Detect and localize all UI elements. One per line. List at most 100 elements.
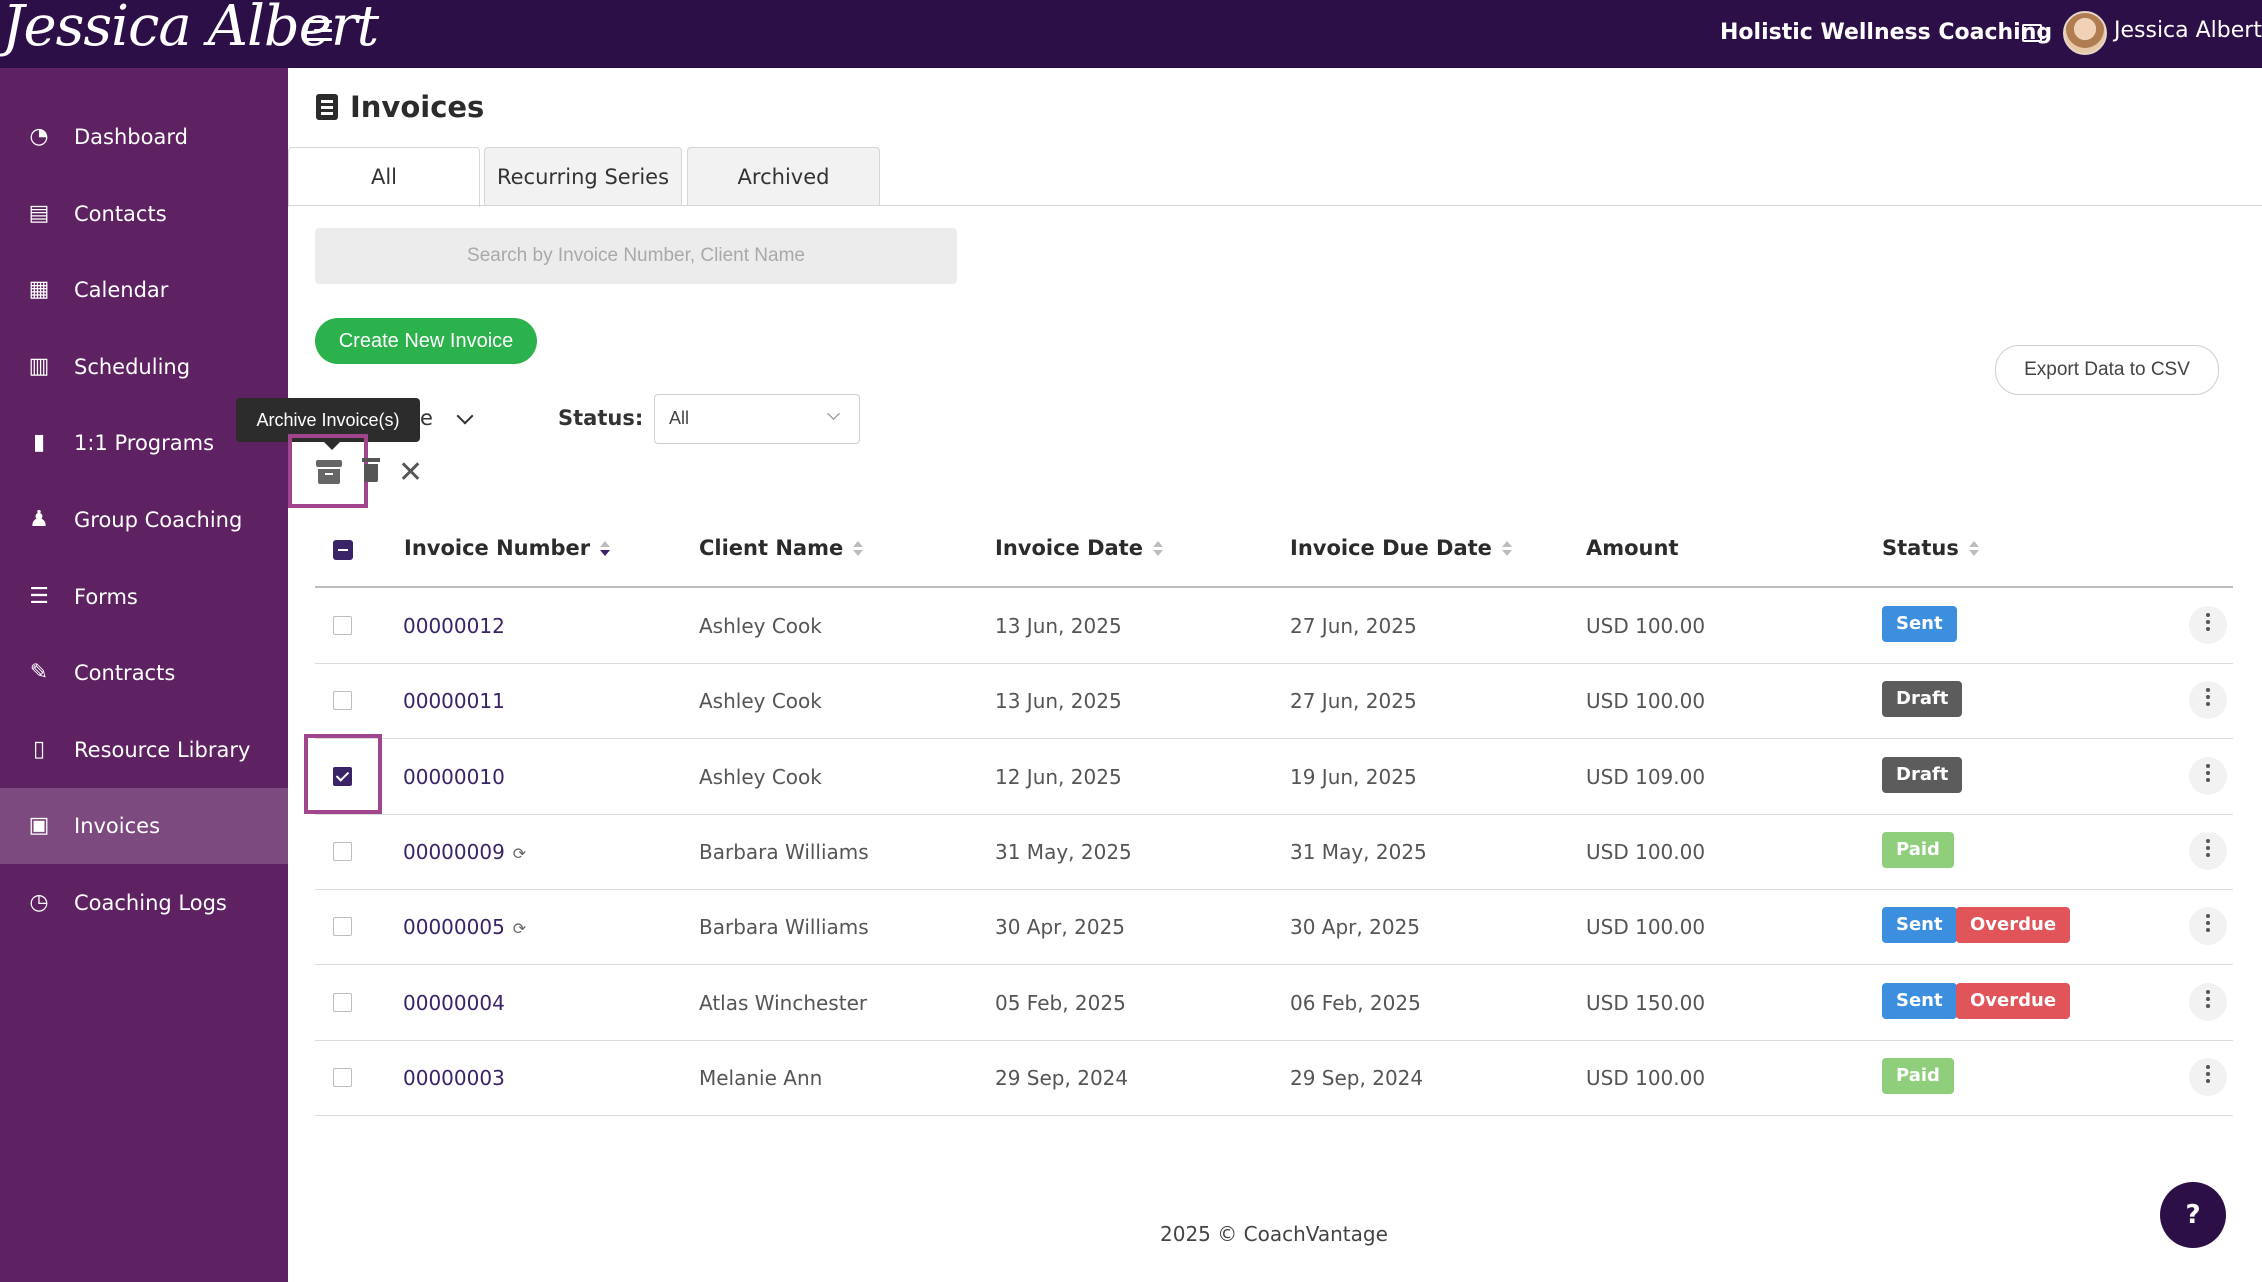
clock-icon: ◷ xyxy=(29,890,49,915)
chevron-down-icon[interactable] xyxy=(456,407,474,425)
column-header-invoice-date[interactable]: Invoice Date xyxy=(995,536,1163,560)
create-invoice-button[interactable]: Create New Invoice xyxy=(315,318,537,364)
row-actions-kebab-icon[interactable] xyxy=(2189,831,2227,870)
row-checkbox[interactable] xyxy=(333,691,352,711)
row-actions-kebab-icon[interactable] xyxy=(2189,907,2227,946)
row-actions-kebab-icon[interactable] xyxy=(2189,982,2227,1021)
briefcase-icon[interactable] xyxy=(2022,24,2042,42)
invoice-number-link[interactable]: 00000011 xyxy=(403,689,505,713)
row-checkbox[interactable] xyxy=(333,1067,352,1087)
search-input[interactable] xyxy=(315,228,957,284)
column-header-invoice-number[interactable]: Invoice Number xyxy=(404,536,611,560)
table-row[interactable]: 00000004 Atlas Winchester 05 Feb, 2025 06 F… xyxy=(315,965,2233,1040)
row-checkbox[interactable] xyxy=(333,917,352,937)
row-actions-kebab-icon[interactable] xyxy=(2189,606,2227,644)
recurring-icon: ⟳ xyxy=(512,843,527,863)
sidebar-item-label: Dashboard xyxy=(74,125,188,149)
row-divider xyxy=(315,1114,2233,1116)
footer-copyright: 2025 © CoachVantage xyxy=(1160,1222,1388,1246)
table-row[interactable]: 00000009 ⟳ Barbara Williams 31 May, 2025 31 … xyxy=(315,814,2233,889)
table-row[interactable]: 00000003 Melanie Ann 29 Sep, 2024 29 Sep, 2… xyxy=(315,1040,2233,1115)
due-date: 31 May, 2025 xyxy=(1290,839,1427,864)
client-name: Ashley Cook xyxy=(699,689,822,714)
avatar[interactable] xyxy=(2063,11,2107,55)
sidebar-item-resource-library[interactable]: ▯ Resource Library xyxy=(0,712,288,788)
sort-icon[interactable] xyxy=(600,541,611,557)
trash-icon[interactable] xyxy=(362,458,380,482)
filter-label[interactable]: e xyxy=(420,406,433,430)
row-checkbox[interactable] xyxy=(333,616,352,635)
row-actions-kebab-icon[interactable] xyxy=(2189,681,2227,720)
sidebar-item-invoices[interactable]: ▣ Invoices xyxy=(0,788,288,865)
sidebar-item-forms[interactable]: ☰ Forms xyxy=(0,559,288,635)
due-date: 19 Jun, 2025 xyxy=(1290,764,1417,789)
amount: USD 100.00 xyxy=(1586,689,1706,714)
tab-all[interactable]: All xyxy=(288,147,480,207)
table-row[interactable]: 00000011 Ashley Cook 13 Jun, 2025 27 Jun, 2… xyxy=(315,663,2233,738)
sidebar-item-calendar[interactable]: ▦ Calendar xyxy=(0,252,288,328)
sidebar-item-label: Calendar xyxy=(74,278,169,303)
table-row[interactable]: 00000005 ⟳ Barbara Williams 30 Apr, 2025 30 … xyxy=(315,889,2233,964)
status-filter-label: Status: xyxy=(558,406,644,430)
invoice-number-link[interactable]: 00000005 ⟳ xyxy=(403,915,526,939)
archive-icon[interactable] xyxy=(316,460,342,484)
client-name: Ashley Cook xyxy=(699,764,822,789)
sort-icon[interactable] xyxy=(1501,541,1512,557)
column-header-due-date[interactable]: Invoice Due Date xyxy=(1290,536,1512,560)
due-date: 27 Jun, 2025 xyxy=(1290,614,1417,638)
client-name: Melanie Ann xyxy=(699,1065,823,1090)
sidebar-item-coaching-logs[interactable]: ◷ Coaching Logs xyxy=(0,865,288,941)
row-checkbox[interactable] xyxy=(333,841,352,861)
sort-icon[interactable] xyxy=(1152,541,1163,557)
header-divider xyxy=(315,586,2233,588)
tab-archived[interactable]: Archived xyxy=(687,147,880,206)
status-badge: Sent xyxy=(1882,982,1957,1019)
invoice-number-link[interactable]: 00000003 xyxy=(403,1066,505,1090)
tab-recurring-series[interactable]: Recurring Series xyxy=(484,147,682,206)
sidebar-item-label: Scheduling xyxy=(74,354,191,379)
invoice-number-link[interactable]: 00000010 xyxy=(403,765,505,789)
client-name: Barbara Williams xyxy=(699,839,869,864)
select-all-checkbox[interactable] xyxy=(333,540,353,560)
status-badge: Draft xyxy=(1882,681,1963,718)
sidebar-item-dashboard[interactable]: ◔ Dashboard xyxy=(0,99,288,175)
sidebar-item-1-1-programs[interactable]: ▮ 1:1 Programs xyxy=(0,405,288,481)
sort-icon[interactable] xyxy=(853,541,864,557)
due-date: 30 Apr, 2025 xyxy=(1290,915,1421,940)
sidebar-item-scheduling[interactable]: ▥ Scheduling xyxy=(0,329,288,405)
column-header-client-name[interactable]: Client Name xyxy=(699,536,864,560)
org-name[interactable]: Holistic Wellness Coaching xyxy=(1720,20,2053,45)
invoice-number-link[interactable]: 00000004 xyxy=(403,991,505,1015)
row-actions-kebab-icon[interactable] xyxy=(2189,756,2227,795)
user-name[interactable]: Jessica Albert xyxy=(2114,18,2262,43)
amount: USD 100.00 xyxy=(1586,915,1706,940)
status-filter-select[interactable]: All xyxy=(654,394,860,444)
sidebar-item-contacts[interactable]: ▤ Contacts xyxy=(0,176,288,252)
due-date: 29 Sep, 2024 xyxy=(1290,1065,1424,1090)
signature-icon: ✎ xyxy=(29,660,49,686)
close-icon[interactable]: ✕ xyxy=(398,455,424,490)
selected-row-highlight xyxy=(304,734,382,814)
row-checkbox[interactable] xyxy=(333,766,352,786)
calendar-icon: ▦ xyxy=(28,277,50,303)
dashboard-gauge-icon: ◔ xyxy=(29,124,49,149)
invoice-number-link[interactable]: 00000009 ⟳ xyxy=(403,840,526,864)
recurring-icon: ⟳ xyxy=(512,919,527,939)
invoice-number-link[interactable]: 00000012 xyxy=(403,614,505,638)
row-checkbox[interactable] xyxy=(333,992,352,1012)
menu-toggle-icon[interactable] xyxy=(306,20,332,46)
sidebar-item-contracts[interactable]: ✎ Contracts xyxy=(0,635,288,711)
sidebar-item-label: Contracts xyxy=(74,661,176,686)
column-header-status[interactable]: Status xyxy=(1882,536,1979,560)
invoice-number: 00000012 xyxy=(403,614,505,638)
export-csv-button[interactable]: Export Data to CSV xyxy=(1995,345,2219,395)
table-row[interactable]: 00000010 Ashley Cook 12 Jun, 2025 19 Jun, 2… xyxy=(315,739,2233,814)
sidebar-item-label: Resource Library xyxy=(74,737,251,762)
sidebar-item-group-coaching[interactable]: ♟ Group Coaching xyxy=(0,482,288,558)
sort-icon[interactable] xyxy=(1968,541,1979,557)
sidebar-item-label: Contacts xyxy=(74,201,167,226)
row-actions-kebab-icon[interactable] xyxy=(2189,1057,2227,1096)
table-row[interactable]: 00000012 Ashley Cook 13 Jun, 2025 27 Jun, 2… xyxy=(315,588,2233,663)
invoice-number: 00000004 xyxy=(403,990,505,1015)
help-button[interactable]: ? xyxy=(2160,1182,2226,1248)
